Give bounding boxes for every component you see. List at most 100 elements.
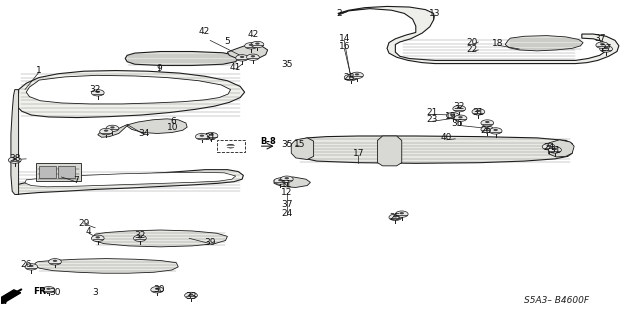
Bar bbox=[39, 166, 56, 178]
Circle shape bbox=[13, 158, 17, 160]
Text: 39: 39 bbox=[204, 238, 216, 247]
Circle shape bbox=[42, 286, 55, 293]
Circle shape bbox=[285, 177, 289, 179]
Text: 35: 35 bbox=[281, 60, 292, 69]
Circle shape bbox=[205, 132, 218, 139]
Circle shape bbox=[227, 144, 234, 148]
Circle shape bbox=[481, 126, 493, 132]
Polygon shape bbox=[338, 6, 619, 63]
Text: 31: 31 bbox=[472, 108, 484, 117]
Circle shape bbox=[240, 56, 244, 58]
Circle shape bbox=[104, 130, 108, 132]
Circle shape bbox=[457, 107, 461, 109]
Circle shape bbox=[548, 147, 561, 153]
Circle shape bbox=[92, 90, 104, 96]
Polygon shape bbox=[98, 124, 129, 137]
Circle shape bbox=[553, 148, 557, 150]
Polygon shape bbox=[93, 230, 227, 247]
Text: 31: 31 bbox=[549, 146, 561, 155]
Circle shape bbox=[389, 214, 402, 220]
Text: 33: 33 bbox=[185, 292, 196, 301]
Text: 32: 32 bbox=[90, 85, 101, 94]
Text: 34: 34 bbox=[139, 129, 150, 138]
Circle shape bbox=[8, 157, 21, 163]
Text: 38: 38 bbox=[9, 154, 20, 163]
Circle shape bbox=[49, 259, 61, 265]
FancyBboxPatch shape bbox=[216, 140, 244, 152]
Circle shape bbox=[200, 135, 204, 137]
Text: 14: 14 bbox=[339, 34, 350, 43]
Circle shape bbox=[189, 293, 193, 296]
Text: 26: 26 bbox=[20, 260, 32, 270]
Circle shape bbox=[106, 125, 119, 131]
Circle shape bbox=[547, 145, 551, 147]
Text: 28: 28 bbox=[343, 73, 355, 82]
Text: 40: 40 bbox=[441, 133, 452, 142]
Text: 10: 10 bbox=[168, 123, 179, 132]
Text: 5: 5 bbox=[225, 38, 230, 47]
Circle shape bbox=[399, 212, 404, 214]
Circle shape bbox=[52, 260, 57, 262]
Circle shape bbox=[92, 235, 104, 241]
Text: 37: 37 bbox=[594, 34, 605, 43]
Polygon shape bbox=[11, 90, 19, 195]
Circle shape bbox=[278, 179, 283, 181]
Circle shape bbox=[604, 47, 609, 49]
Text: 42: 42 bbox=[198, 27, 209, 36]
Text: 21: 21 bbox=[426, 108, 438, 117]
Text: 2: 2 bbox=[337, 9, 342, 18]
Text: 24: 24 bbox=[281, 209, 292, 218]
Text: 32: 32 bbox=[454, 102, 465, 111]
Polygon shape bbox=[25, 172, 236, 187]
Text: 19: 19 bbox=[445, 112, 457, 121]
Polygon shape bbox=[127, 119, 187, 133]
Circle shape bbox=[138, 236, 142, 238]
Circle shape bbox=[251, 55, 255, 57]
Circle shape bbox=[600, 43, 605, 45]
Text: FR.: FR. bbox=[33, 287, 49, 296]
Circle shape bbox=[274, 178, 287, 184]
Circle shape bbox=[29, 265, 33, 267]
Text: 36: 36 bbox=[452, 119, 463, 129]
Text: 30: 30 bbox=[154, 285, 165, 294]
Circle shape bbox=[110, 126, 115, 129]
Text: 17: 17 bbox=[353, 149, 364, 158]
Text: 1: 1 bbox=[36, 66, 42, 75]
Polygon shape bbox=[296, 136, 572, 163]
Circle shape bbox=[489, 128, 502, 134]
Circle shape bbox=[472, 109, 484, 115]
Circle shape bbox=[396, 211, 408, 217]
Circle shape bbox=[453, 106, 466, 112]
Circle shape bbox=[493, 129, 498, 131]
Circle shape bbox=[151, 286, 164, 293]
Text: 16: 16 bbox=[339, 42, 350, 51]
Polygon shape bbox=[378, 136, 402, 166]
Polygon shape bbox=[125, 51, 238, 65]
Polygon shape bbox=[274, 177, 310, 188]
Bar bbox=[58, 166, 75, 178]
Text: 37: 37 bbox=[281, 200, 292, 209]
Circle shape bbox=[134, 235, 147, 241]
Circle shape bbox=[485, 121, 490, 123]
Circle shape bbox=[244, 43, 257, 49]
Polygon shape bbox=[15, 170, 243, 195]
Text: 9: 9 bbox=[156, 64, 162, 73]
FancyArrow shape bbox=[0, 290, 20, 304]
Circle shape bbox=[344, 74, 357, 81]
Circle shape bbox=[280, 176, 293, 182]
Circle shape bbox=[246, 54, 259, 60]
Text: 22: 22 bbox=[467, 45, 477, 55]
Circle shape bbox=[236, 55, 248, 61]
Circle shape bbox=[155, 288, 159, 290]
Text: 29: 29 bbox=[78, 219, 90, 227]
Circle shape bbox=[447, 113, 460, 119]
Circle shape bbox=[485, 127, 490, 130]
Circle shape bbox=[542, 144, 555, 150]
Text: 23: 23 bbox=[426, 115, 438, 124]
Circle shape bbox=[454, 115, 467, 122]
Circle shape bbox=[255, 42, 260, 45]
Circle shape bbox=[600, 46, 612, 52]
Circle shape bbox=[249, 44, 253, 46]
Text: 11: 11 bbox=[281, 181, 292, 189]
Circle shape bbox=[348, 76, 353, 78]
